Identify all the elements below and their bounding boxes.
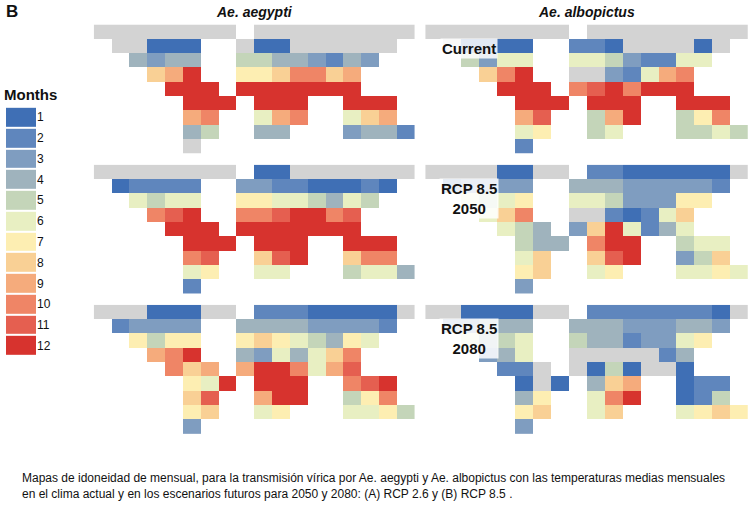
svg-text:2: 2 [37, 131, 44, 145]
svg-text:RCP 8.52050: RCP 8.52050 [441, 180, 497, 217]
svg-text:8: 8 [37, 256, 44, 270]
svg-text:12: 12 [37, 339, 51, 353]
svg-text:RCP 8.52080: RCP 8.52080 [441, 320, 497, 357]
svg-text:9: 9 [37, 277, 44, 291]
svg-text:1: 1 [37, 110, 44, 124]
svg-text:11: 11 [37, 318, 50, 332]
svg-text:5: 5 [37, 193, 44, 207]
svg-text:Current: Current [442, 40, 496, 57]
html-text:Mapas de idoneidad de mensual,: Mapas de idoneidad de mensual, para la t… [22, 471, 726, 501]
svg-text:Ae. aegypti: Ae. aegypti [216, 4, 293, 20]
svg-text:10: 10 [37, 297, 51, 311]
svg-text:3: 3 [37, 152, 44, 166]
svg-text:4: 4 [37, 173, 44, 187]
svg-text:Months: Months [4, 86, 57, 103]
svg-text:Ae. albopictus: Ae. albopictus [538, 4, 635, 20]
svg-text:B: B [6, 2, 18, 21]
svg-text:6: 6 [37, 214, 44, 228]
svg-text:7: 7 [37, 235, 44, 249]
